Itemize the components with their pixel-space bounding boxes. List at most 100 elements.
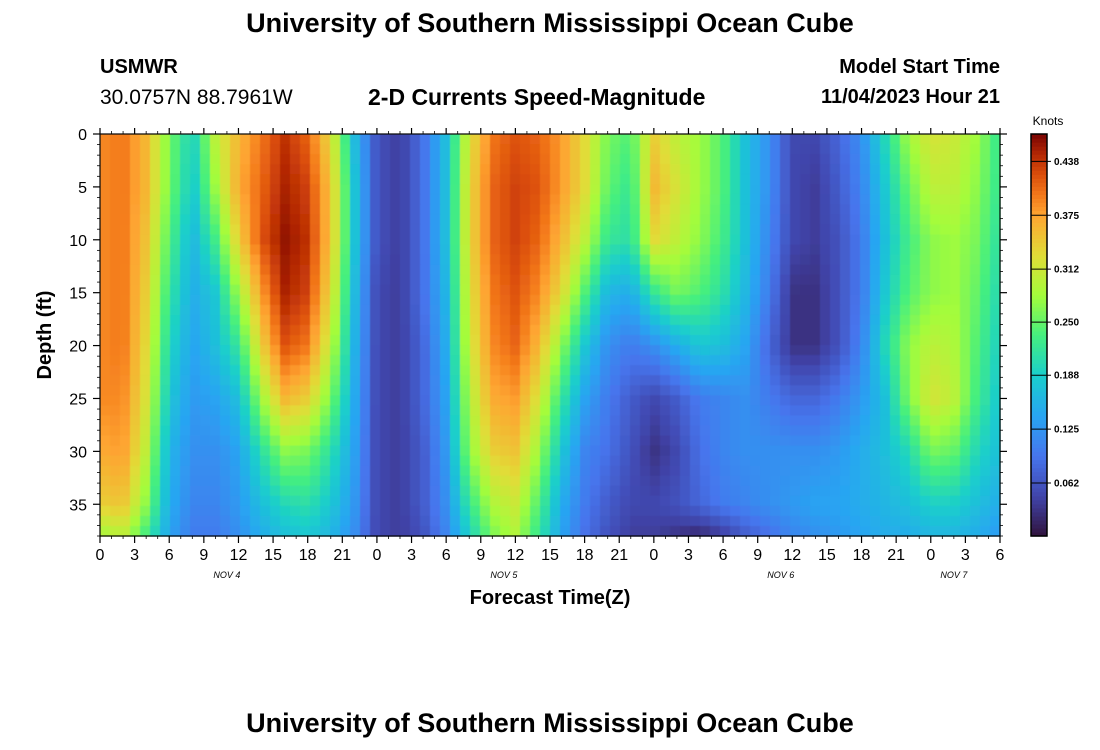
heatmap-cell <box>660 274 671 286</box>
heatmap-cell <box>860 465 871 477</box>
heatmap-cell <box>990 425 1001 437</box>
heatmap-cell <box>500 455 511 467</box>
heatmap-cell <box>490 294 501 306</box>
heatmap-cell <box>610 144 621 155</box>
heatmap-cell <box>180 324 191 336</box>
heatmap-cell <box>630 435 641 447</box>
heatmap-cell <box>770 385 781 396</box>
heatmap-cell <box>420 254 431 266</box>
heatmap-cell <box>730 254 741 266</box>
colorbar-swatch <box>1031 527 1047 533</box>
heatmap-cell <box>630 164 641 175</box>
heatmap-cell <box>760 455 771 467</box>
heatmap-cell <box>410 485 421 497</box>
heatmap-cell <box>390 264 401 276</box>
heatmap-cell <box>970 254 981 266</box>
heatmap-cell <box>550 385 561 396</box>
heatmap-cell <box>590 485 601 497</box>
heatmap-cell <box>420 455 431 467</box>
heatmap-cell <box>660 154 671 165</box>
heatmap-cell <box>990 284 1001 296</box>
heatmap-cell <box>600 314 611 326</box>
heatmap-cell <box>770 264 781 276</box>
heatmap-cell <box>570 415 581 427</box>
heatmap-cell <box>390 174 401 185</box>
heatmap-cell <box>720 405 731 416</box>
heatmap-cell <box>500 485 511 497</box>
heatmap-cell <box>180 365 191 376</box>
heatmap-cell <box>310 415 321 427</box>
heatmap-cell <box>510 324 521 336</box>
heatmap-cell <box>970 355 981 366</box>
heatmap-cell <box>230 214 241 226</box>
heatmap-cell <box>730 455 741 467</box>
heatmap-cell <box>140 264 151 276</box>
heatmap-cell <box>110 335 121 346</box>
heatmap-cell <box>420 134 431 145</box>
heatmap-cell <box>930 184 941 195</box>
heatmap-cell <box>460 455 471 467</box>
heatmap-cell <box>250 154 261 165</box>
heatmap-cell <box>660 355 671 366</box>
heatmap-cell <box>710 294 721 306</box>
heatmap-cell <box>210 475 221 487</box>
heatmap-cell <box>760 425 771 437</box>
heatmap-cell <box>460 274 471 286</box>
heatmap-cell <box>120 435 131 447</box>
heatmap-cell <box>490 284 501 296</box>
heatmap-cell <box>550 254 561 266</box>
heatmap-cell <box>110 425 121 437</box>
colorbar-swatch <box>1031 435 1047 441</box>
heatmap-cell <box>880 465 891 477</box>
heatmap-cell <box>770 495 781 507</box>
heatmap-cell <box>970 495 981 507</box>
heatmap-cell <box>720 335 731 346</box>
heatmap-cell <box>130 144 141 155</box>
heatmap-cell <box>950 425 961 437</box>
heatmap-cell <box>750 294 761 306</box>
heatmap-cell <box>100 184 111 195</box>
heatmap-cell <box>370 335 381 346</box>
heatmap-cell <box>850 234 861 246</box>
heatmap-cell <box>980 505 991 517</box>
heatmap-cell <box>690 234 701 246</box>
heatmap-cell <box>840 194 851 205</box>
heatmap-cell <box>690 515 701 527</box>
heatmap-cell <box>880 345 891 356</box>
heatmap-cell <box>720 485 731 497</box>
heatmap-cell <box>190 485 201 497</box>
heatmap-cell <box>120 365 131 376</box>
heatmap-cell <box>760 335 771 346</box>
heatmap-cell <box>940 244 951 256</box>
heatmap-cell <box>170 375 181 386</box>
heatmap-cell <box>400 425 411 437</box>
heatmap-cell <box>140 335 151 346</box>
heatmap-cell <box>660 214 671 226</box>
heatmap-cell <box>640 224 651 236</box>
heatmap-cell <box>270 375 281 386</box>
heatmap-cell <box>650 365 661 376</box>
heatmap-cell <box>780 445 791 457</box>
heatmap-cell <box>560 515 571 527</box>
heatmap-cell <box>500 164 511 175</box>
heatmap-cell <box>210 385 221 396</box>
heatmap-cell <box>940 435 951 447</box>
heatmap-cell <box>750 435 761 447</box>
heatmap-cell <box>860 405 871 416</box>
x-tick-label: 15 <box>264 547 282 564</box>
heatmap-cell <box>620 395 631 406</box>
heatmap-cell <box>590 144 601 155</box>
heatmap-cell <box>850 174 861 185</box>
colorbar-swatch <box>1031 351 1047 356</box>
heatmap-cell <box>420 234 431 246</box>
heatmap-cell <box>630 244 641 256</box>
x-tick-label: 6 <box>719 547 728 564</box>
heatmap-cell <box>450 515 461 527</box>
heatmap-cell <box>640 475 651 487</box>
heatmap-cell <box>680 264 691 276</box>
heatmap-cell <box>540 264 551 276</box>
heatmap-cell <box>500 385 511 396</box>
heatmap-cell <box>520 375 531 386</box>
heatmap-cell <box>500 294 511 306</box>
heatmap-cell <box>480 505 491 517</box>
